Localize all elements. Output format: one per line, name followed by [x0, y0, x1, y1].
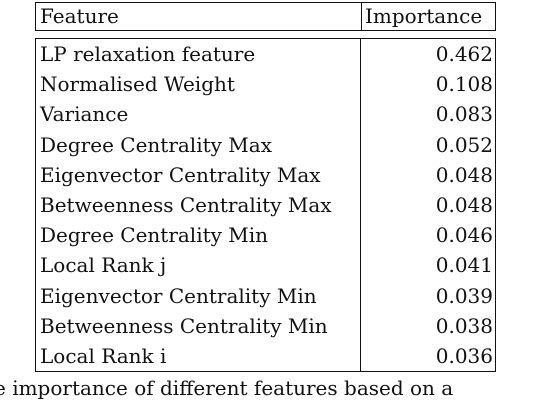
- feature-cell: Variance: [36, 99, 361, 130]
- table-row: Local Rank i 0.036: [36, 340, 495, 372]
- table-row: Eigenvector Centrality Min 0.039: [36, 280, 495, 311]
- table-caption: e importance of different features based…: [0, 376, 454, 400]
- feature-cell: LP relaxation feature: [36, 39, 361, 70]
- table-row: Local Rank j 0.041: [36, 250, 495, 281]
- importance-cell: 0.041: [435, 253, 493, 278]
- table-header-row: Feature Importance: [35, 2, 496, 31]
- importance-cell: 0.052: [435, 132, 493, 157]
- table-row: Degree Centrality Max 0.052: [36, 129, 495, 160]
- header-feature: Feature: [36, 3, 362, 30]
- feature-cell: Degree Centrality Max: [36, 129, 361, 160]
- feature-cell: Local Rank j: [36, 250, 361, 281]
- feature-cell: Eigenvector Centrality Max: [36, 159, 361, 190]
- feature-importance-table: LP relaxation feature 0.462 Normalised W…: [35, 38, 496, 372]
- table-row: Variance 0.083: [36, 99, 495, 130]
- table-row: Eigenvector Centrality Max 0.048: [36, 159, 495, 190]
- importance-cell: 0.048: [435, 162, 493, 187]
- importance-cell: 0.083: [435, 102, 493, 127]
- table-row: Degree Centrality Min 0.046: [36, 220, 495, 251]
- feature-cell: Normalised Weight: [36, 69, 361, 100]
- feature-cell: Betweenness Centrality Min: [36, 310, 361, 341]
- feature-cell: Betweenness Centrality Max: [36, 189, 361, 221]
- importance-cell: 0.036: [435, 343, 493, 368]
- feature-cell: Local Rank i: [36, 340, 361, 372]
- table-row: Betweenness Centrality Max 0.048: [36, 189, 495, 221]
- feature-cell: Eigenvector Centrality Min: [36, 280, 361, 311]
- importance-cell: 0.046: [435, 223, 493, 248]
- table-row: Normalised Weight 0.108: [36, 69, 495, 100]
- header-importance: Importance: [365, 4, 483, 28]
- importance-cell: 0.048: [435, 192, 493, 217]
- importance-cell: 0.038: [435, 313, 493, 338]
- feature-cell: Degree Centrality Min: [36, 220, 361, 251]
- importance-cell: 0.039: [435, 283, 493, 308]
- table-row: LP relaxation feature 0.462: [36, 39, 495, 70]
- importance-cell: 0.108: [435, 72, 493, 97]
- importance-cell: 0.462: [435, 42, 493, 66]
- table-row: Betweenness Centrality Min 0.038: [36, 310, 495, 341]
